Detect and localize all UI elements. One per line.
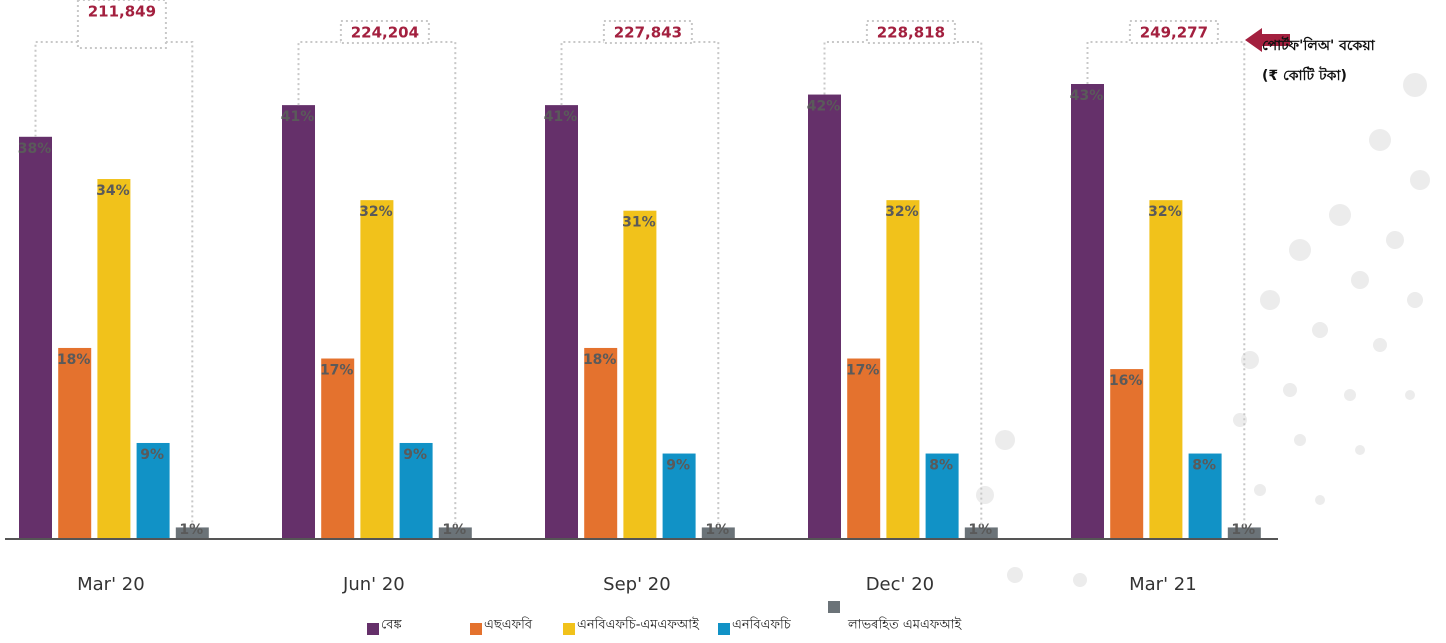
bar	[321, 358, 355, 538]
bar	[623, 210, 657, 538]
x-tick-label: Dec' 20	[866, 574, 934, 595]
x-tick-label: Mar' 20	[77, 574, 145, 595]
value-label: 9%	[666, 458, 690, 474]
x-tick-label: Sep' 20	[603, 574, 671, 595]
value-label: 1%	[442, 522, 466, 538]
legend-label: এছএফবি	[484, 617, 533, 633]
value-label: 42%	[807, 99, 841, 115]
bar	[584, 347, 618, 538]
bar	[886, 200, 920, 539]
total-box	[865, 20, 956, 44]
value-label: 18%	[57, 352, 91, 368]
bar	[1188, 453, 1222, 538]
value-label: 1%	[1231, 522, 1255, 538]
total-label: 224,204	[351, 24, 419, 42]
value-label: 8%	[929, 458, 953, 474]
value-label: 43%	[1070, 88, 1104, 104]
total-box	[602, 20, 693, 44]
bar	[19, 136, 52, 538]
bar	[545, 105, 578, 539]
bar	[847, 358, 881, 538]
bar	[175, 527, 209, 538]
bar	[136, 442, 170, 538]
value-label: 18%	[583, 352, 617, 368]
value-label: 16%	[1109, 373, 1143, 389]
bar	[1071, 84, 1104, 538]
value-label: 9%	[140, 447, 164, 463]
total-label: 228,818	[877, 24, 945, 42]
legend-swatch	[470, 623, 482, 635]
value-label: 41%	[281, 109, 315, 125]
x-tick-label: Jun' 20	[342, 574, 405, 595]
total-box	[1128, 20, 1219, 44]
total-label: 249,277	[1140, 24, 1208, 42]
value-label: 1%	[968, 522, 992, 538]
legend-label: বেঙ্ক	[381, 618, 403, 633]
value-label: 1%	[179, 522, 203, 538]
decoration	[976, 73, 1430, 587]
bar	[360, 200, 394, 539]
value-label: 31%	[622, 215, 656, 231]
legend-swatch	[718, 623, 730, 635]
value-label: 34%	[96, 183, 130, 199]
bar	[97, 179, 131, 538]
value-label: 41%	[544, 109, 578, 125]
x-tick-label: Mar' 21	[1129, 574, 1197, 595]
bar	[1227, 527, 1261, 538]
value-label: 17%	[846, 363, 880, 379]
bar	[662, 453, 696, 538]
total-label: 227,843	[614, 24, 682, 42]
arrow	[1245, 28, 1290, 52]
legend-swatch	[563, 623, 575, 635]
annotation: (₹ কোটি টকা)	[1262, 66, 1347, 84]
bar	[282, 105, 315, 539]
value-label: 17%	[320, 363, 354, 379]
bar	[964, 527, 998, 538]
total-box	[339, 20, 430, 44]
bar	[1149, 200, 1183, 539]
legend-swatch	[367, 623, 379, 635]
bar	[925, 453, 959, 538]
legend-label: এনবিএফচি-এমএফআই	[577, 617, 700, 633]
value-label: 9%	[403, 447, 427, 463]
legend-label: এনবিএফচি	[732, 617, 792, 633]
annotation: পোর্টফ'লিঅ' বকেয়া	[1262, 36, 1376, 54]
total-label: 211,849	[88, 3, 156, 21]
legend-swatch	[828, 601, 840, 613]
bar	[808, 94, 841, 538]
total-box	[76, 0, 167, 49]
value-label: 1%	[705, 522, 729, 538]
bar	[399, 442, 433, 538]
bar	[701, 527, 735, 538]
bar	[1110, 369, 1144, 538]
bar	[58, 347, 92, 538]
bar	[438, 527, 472, 538]
value-label: 32%	[885, 204, 919, 220]
value-label: 8%	[1192, 458, 1216, 474]
value-label: 38%	[18, 141, 52, 157]
legend-label: লাভৰহিত এমএফআই	[847, 617, 963, 633]
value-label: 32%	[1148, 204, 1182, 220]
value-label: 32%	[359, 204, 393, 220]
